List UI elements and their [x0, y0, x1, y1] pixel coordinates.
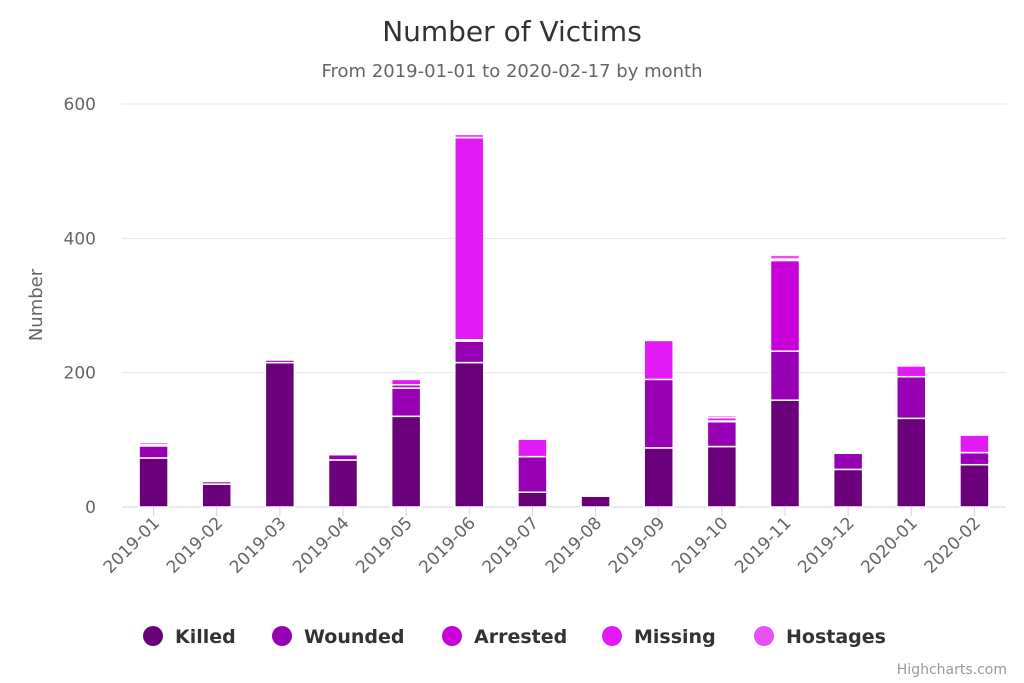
legend-marker — [442, 626, 462, 646]
bar-segment-missing[interactable] — [454, 136, 485, 341]
legend-label: Missing — [634, 626, 716, 648]
x-tick-label: 2019-05 — [352, 513, 416, 577]
bar-segment-hostages[interactable] — [706, 414, 738, 419]
bar-segment-killed[interactable] — [201, 483, 232, 508]
x-tick-label: 2019-10 — [668, 513, 732, 577]
bar-segment-wounded[interactable] — [769, 350, 801, 401]
bar-segment-wounded[interactable] — [517, 455, 548, 493]
x-tick-label: 2019-04 — [289, 513, 353, 577]
y-tick-label: 200 — [64, 364, 96, 384]
chart-subtitle: From 2019-01-01 to 2020-02-17 by month — [322, 61, 703, 82]
x-tick-label: 2019-11 — [731, 513, 795, 577]
x-tick-label: 2019-01 — [100, 513, 164, 577]
bar-segment-wounded[interactable] — [643, 378, 674, 449]
bar-stack[interactable] — [138, 441, 169, 508]
bar-segment-killed[interactable] — [832, 468, 864, 508]
bar-segment-wounded[interactable] — [138, 445, 169, 459]
bar-segment-killed[interactable] — [959, 463, 990, 508]
y-axis-ticks: 0 200 400 600 — [64, 95, 96, 518]
bar-segment-wounded[interactable] — [832, 452, 864, 471]
legend-label: Killed — [175, 626, 236, 648]
bar-segment-hostages[interactable] — [769, 254, 801, 260]
bar-segment-wounded[interactable] — [706, 420, 738, 448]
bar-segment-missing[interactable] — [517, 438, 548, 458]
legend-item-missing[interactable]: Missing — [602, 626, 716, 648]
y-tick-label: 0 — [85, 498, 96, 518]
x-tick-label: 2020-02 — [921, 513, 985, 577]
bar-segment-hostages[interactable] — [454, 133, 485, 139]
bar-segment-missing[interactable] — [832, 451, 864, 455]
legend-marker — [143, 626, 163, 646]
bar-stack[interactable] — [264, 356, 296, 508]
legend-marker — [754, 626, 774, 646]
legend-marker — [272, 626, 292, 646]
legend-label: Wounded — [304, 626, 404, 648]
grid-lines — [122, 103, 1006, 508]
bar-segment-killed[interactable] — [643, 447, 674, 508]
x-tick-label: 2019-09 — [605, 513, 669, 577]
bar-segment-missing[interactable] — [390, 378, 422, 386]
bar-stack[interactable] — [643, 339, 674, 508]
legend-item-killed[interactable]: Killed — [143, 626, 236, 648]
bar-segment-missing[interactable] — [201, 478, 232, 481]
bar-segment-missing[interactable] — [959, 434, 990, 454]
x-tick-label: 2019-07 — [479, 513, 543, 577]
legend-label: Arrested — [474, 626, 567, 648]
bar-stack[interactable] — [959, 434, 990, 508]
y-tick-label: 600 — [64, 95, 96, 115]
bar-segment-missing[interactable] — [643, 339, 674, 381]
bar-segment-killed[interactable] — [264, 361, 296, 508]
chart-title: Number of Victims — [382, 15, 642, 48]
x-tick-label: 2019-06 — [415, 513, 479, 577]
bar-segment-killed[interactable] — [138, 457, 169, 508]
bar-segment-killed[interactable] — [517, 491, 548, 508]
bar-segment-wounded[interactable] — [454, 340, 485, 364]
bar-segment-killed[interactable] — [580, 495, 611, 508]
bar-segment-missing[interactable] — [264, 356, 296, 360]
bar-segment-killed[interactable] — [706, 445, 738, 508]
bar-segment-wounded[interactable] — [327, 453, 359, 461]
bar-segment-killed[interactable] — [390, 415, 422, 508]
bar-segment-missing[interactable] — [138, 441, 169, 446]
bar-stack[interactable] — [832, 451, 864, 508]
bar-segment-missing[interactable] — [896, 365, 927, 378]
bar-stack[interactable] — [517, 438, 548, 508]
bar-segment-missing[interactable] — [327, 451, 359, 455]
bar-segment-arrested[interactable] — [769, 259, 801, 352]
bar-stack[interactable] — [201, 478, 232, 508]
x-tick-label: 2019-02 — [163, 513, 227, 577]
x-tick-label: 2019-08 — [542, 513, 606, 577]
bar-segment-killed[interactable] — [454, 361, 485, 508]
bar-stack[interactable] — [769, 254, 801, 508]
legend-item-hostages[interactable]: Hostages — [754, 626, 886, 648]
bar-segment-wounded[interactable] — [959, 451, 990, 466]
bar-stack[interactable] — [327, 451, 359, 508]
bar-segment-killed[interactable] — [769, 399, 801, 508]
legend-label: Hostages — [786, 626, 886, 648]
x-tick-label: 2019-03 — [226, 513, 290, 577]
x-tick-label: 2020-01 — [857, 513, 921, 577]
bars — [138, 133, 990, 508]
bar-segment-wounded[interactable] — [896, 375, 927, 420]
bar-stack[interactable] — [706, 414, 738, 508]
y-tick-label: 400 — [64, 229, 96, 249]
legend-marker — [602, 626, 622, 646]
bar-segment-killed[interactable] — [896, 417, 927, 508]
bar-stack[interactable] — [454, 133, 485, 508]
bar-segment-wounded[interactable] — [390, 387, 422, 418]
x-axis-ticks: 2019-012019-022019-032019-042019-052019-… — [100, 507, 985, 578]
bar-stack[interactable] — [896, 365, 927, 508]
bar-stack[interactable] — [390, 378, 422, 508]
bar-segment-killed[interactable] — [327, 459, 359, 508]
credits-link[interactable]: Highcharts.com — [897, 662, 1007, 678]
legend-item-arrested[interactable]: Arrested — [442, 626, 567, 648]
bar-stack[interactable] — [580, 495, 611, 508]
legend-item-wounded[interactable]: Wounded — [272, 626, 404, 648]
x-tick-label: 2019-12 — [794, 513, 858, 577]
y-axis-label: Number — [26, 268, 47, 341]
legend[interactable]: Killed Wounded Arrested Missing Hostages — [143, 626, 886, 648]
